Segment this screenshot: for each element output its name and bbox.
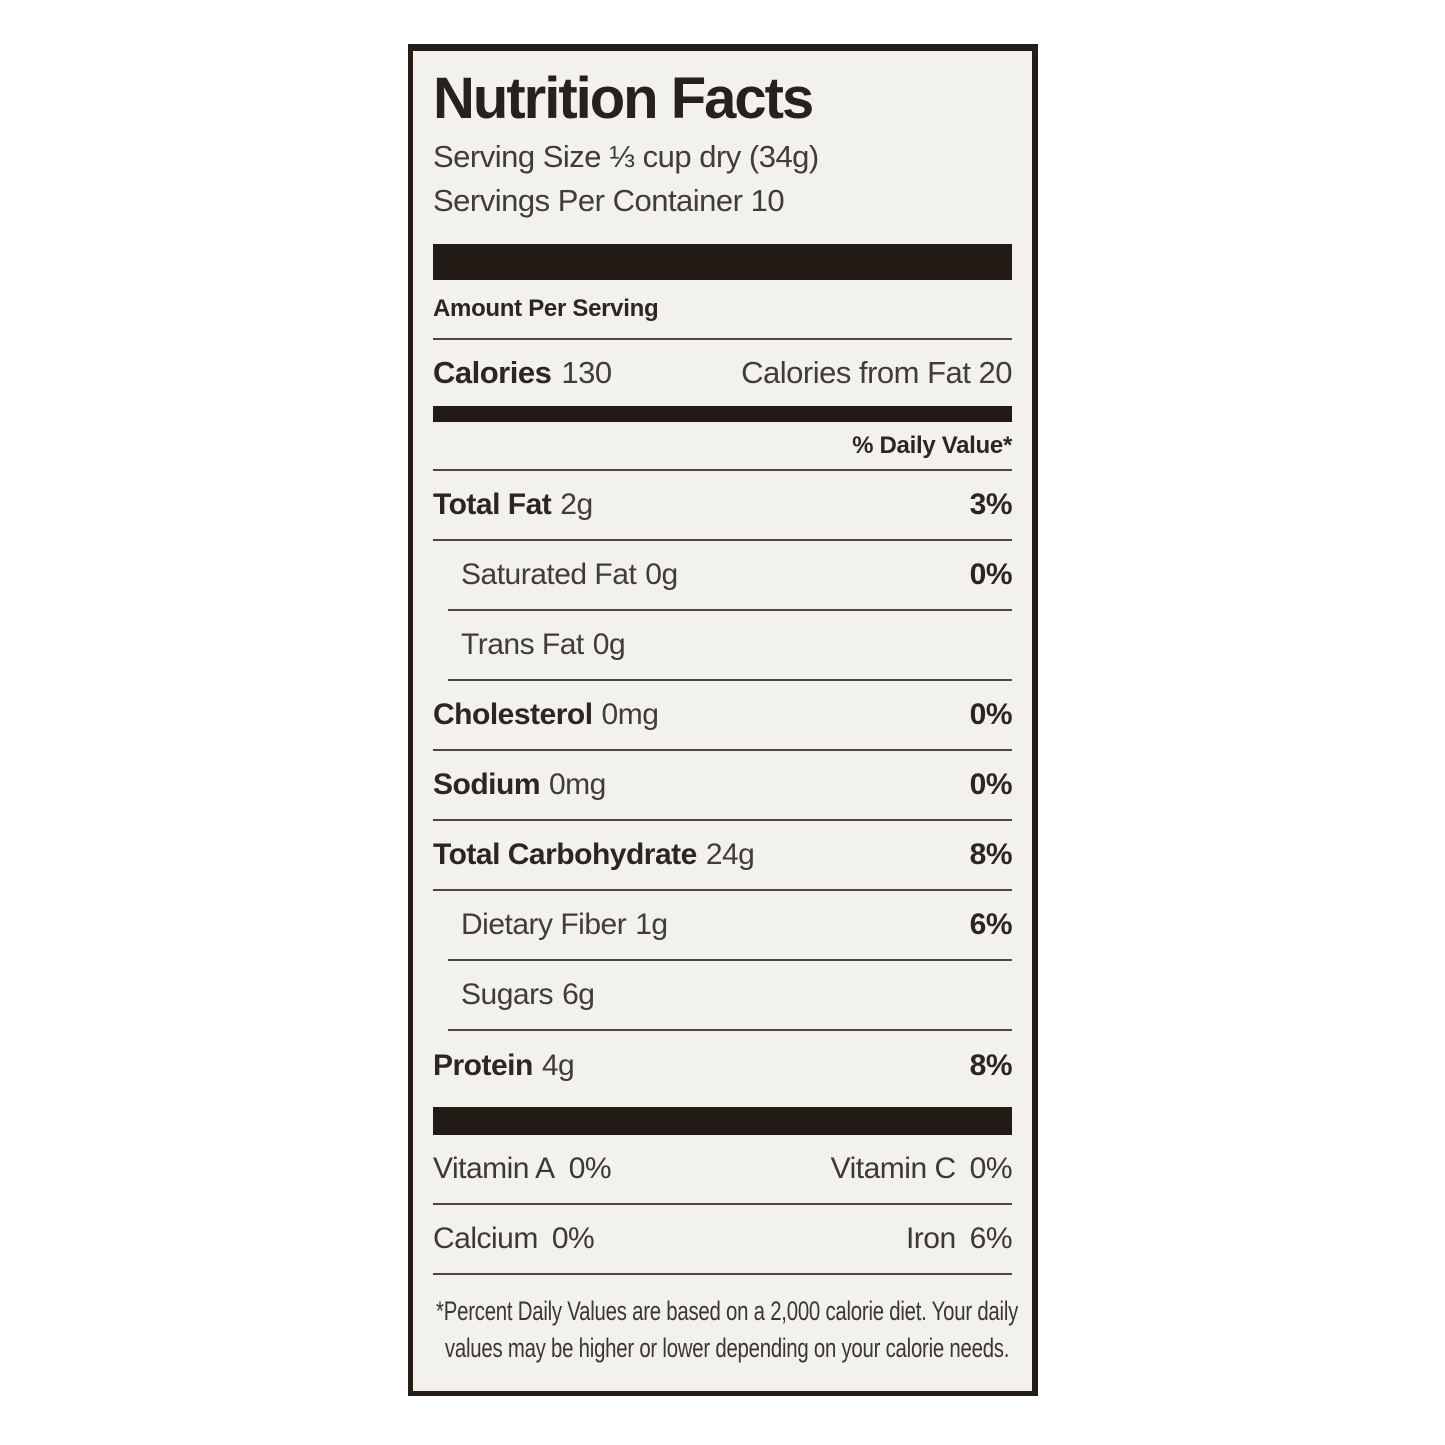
nutrient-pair: Sodium 0mg — [433, 768, 606, 802]
iron-label: Iron — [905, 1222, 956, 1255]
nutrient-name: Trans Fat — [461, 628, 584, 661]
daily-value-percent: 8% — [969, 838, 1013, 871]
nutrient-row-total-carbohydrate: Total Carbohydrate 24g 8% — [433, 821, 1013, 891]
footnote-line-1: *Percent Daily Values are based on a 2,0… — [436, 1296, 1019, 1326]
amount-per-serving-label: Amount Per Serving — [433, 295, 659, 322]
calcium-label: Calcium — [433, 1222, 538, 1255]
daily-value-percent: 0% — [969, 558, 1013, 591]
nutrient-row-dietary-fiber: Dietary Fiber 1g 6% — [448, 891, 1013, 961]
nutrient-name: Sodium — [433, 768, 541, 801]
nutrition-facts-title: Nutrition Facts — [433, 66, 814, 131]
calories-row: Calories 130 Calories from Fat 20 — [433, 340, 1012, 406]
serving-size-text: Serving Size ⅓ cup dry (34g) — [433, 139, 819, 174]
calories-left: Calories 130 — [433, 355, 612, 391]
nutrient-amount: 24g — [705, 838, 755, 871]
nutrient-row-saturated-fat: Saturated Fat 0g 0% — [448, 541, 1013, 611]
divider-bar-bottom — [433, 1107, 1012, 1135]
vitamin-a-pair: Vitamin A 0% — [433, 1152, 612, 1186]
vitamin-c-label: Vitamin C — [830, 1152, 957, 1185]
vitamin-c-pair: Vitamin C 0% — [830, 1152, 1013, 1186]
nutrient-amount: 0g — [645, 558, 678, 591]
daily-value-header: % Daily Value* — [852, 431, 1012, 459]
calories-label: Calories — [433, 355, 552, 390]
nutrient-row-protein: Protein 4g 8% — [433, 1031, 1013, 1101]
nutrient-row-trans-fat: Trans Fat 0g — [448, 611, 1012, 681]
nutrient-amount: 4g — [541, 1049, 575, 1082]
nutrient-pair: Saturated Fat 0g — [448, 558, 678, 592]
daily-value-percent: 6% — [969, 908, 1013, 941]
nutrient-pair: Protein 4g — [433, 1049, 575, 1083]
iron-value: 6% — [969, 1222, 1013, 1255]
daily-value-header-row: % Daily Value* — [433, 422, 1012, 471]
nutrient-row-total-fat: Total Fat 2g 3% — [433, 471, 1013, 541]
nutrient-amount: 0mg — [549, 768, 606, 801]
calories-value: 130 — [561, 355, 612, 390]
daily-value-percent: 0% — [969, 698, 1013, 731]
micronutrient-row-minerals: Calcium 0% Iron 6% — [433, 1205, 1013, 1275]
nutrient-row-sodium: Sodium 0mg 0% — [433, 751, 1013, 821]
micronutrient-row-vitamins: Vitamin A 0% Vitamin C 0% — [433, 1135, 1013, 1205]
nutrient-pair: Cholesterol 0mg — [433, 698, 659, 732]
calcium-value: 0% — [551, 1222, 595, 1255]
vitamin-a-label: Vitamin A — [433, 1152, 555, 1185]
daily-value-percent: 3% — [969, 488, 1013, 521]
nutrient-pair: Dietary Fiber 1g — [448, 908, 668, 942]
nutrient-name: Saturated Fat — [461, 558, 637, 591]
nutrient-amount: 2g — [560, 488, 593, 521]
nutrient-name: Dietary Fiber — [461, 908, 627, 941]
daily-value-footnote-text: *Percent Daily Values are based on a 2,0… — [433, 1293, 1021, 1367]
nutrient-name: Sugars — [461, 978, 554, 1011]
nutrition-facts-panel: Nutrition Facts Serving Size ⅓ cup dry (… — [408, 44, 1038, 1396]
vitamin-c-value: 0% — [969, 1152, 1013, 1185]
nutrient-amount: 0g — [592, 628, 626, 661]
daily-value-footnote: *Percent Daily Values are based on a 2,0… — [433, 1293, 1021, 1367]
calories-from-fat: Calories from Fat 20 — [741, 355, 1012, 390]
nutrient-pair: Trans Fat 0g — [448, 628, 626, 662]
nutrient-amount: 0mg — [601, 698, 659, 731]
nutrient-pair: Total Fat 2g — [433, 488, 593, 522]
nutrient-name: Total Carbohydrate — [433, 838, 697, 871]
divider-bar-calories — [433, 406, 1012, 422]
servings-per-container-text: Servings Per Container 10 — [433, 183, 785, 218]
nutrient-name: Protein — [433, 1049, 533, 1082]
footnote-line-2: values may be higher or lower depending … — [444, 1333, 1010, 1363]
daily-value-percent: 8% — [969, 1049, 1013, 1082]
nutrient-pair: Sugars 6g — [448, 978, 595, 1012]
amount-per-serving-row: Amount Per Serving — [433, 280, 1012, 340]
iron-pair: Iron 6% — [905, 1222, 1013, 1256]
vitamin-a-value: 0% — [568, 1152, 612, 1185]
nutrient-amount: 1g — [635, 908, 668, 941]
nutrient-name: Cholesterol — [433, 698, 593, 731]
nutrient-row-sugars: Sugars 6g — [448, 961, 1012, 1031]
nutrient-name: Total Fat — [433, 488, 552, 521]
nutrient-pair: Total Carbohydrate 24g — [433, 838, 755, 872]
divider-bar-top — [433, 244, 1012, 280]
daily-value-percent: 0% — [969, 768, 1013, 801]
nutrient-row-cholesterol: Cholesterol 0mg 0% — [433, 681, 1013, 751]
nutrient-amount: 6g — [562, 978, 595, 1011]
calcium-pair: Calcium 0% — [433, 1222, 595, 1256]
